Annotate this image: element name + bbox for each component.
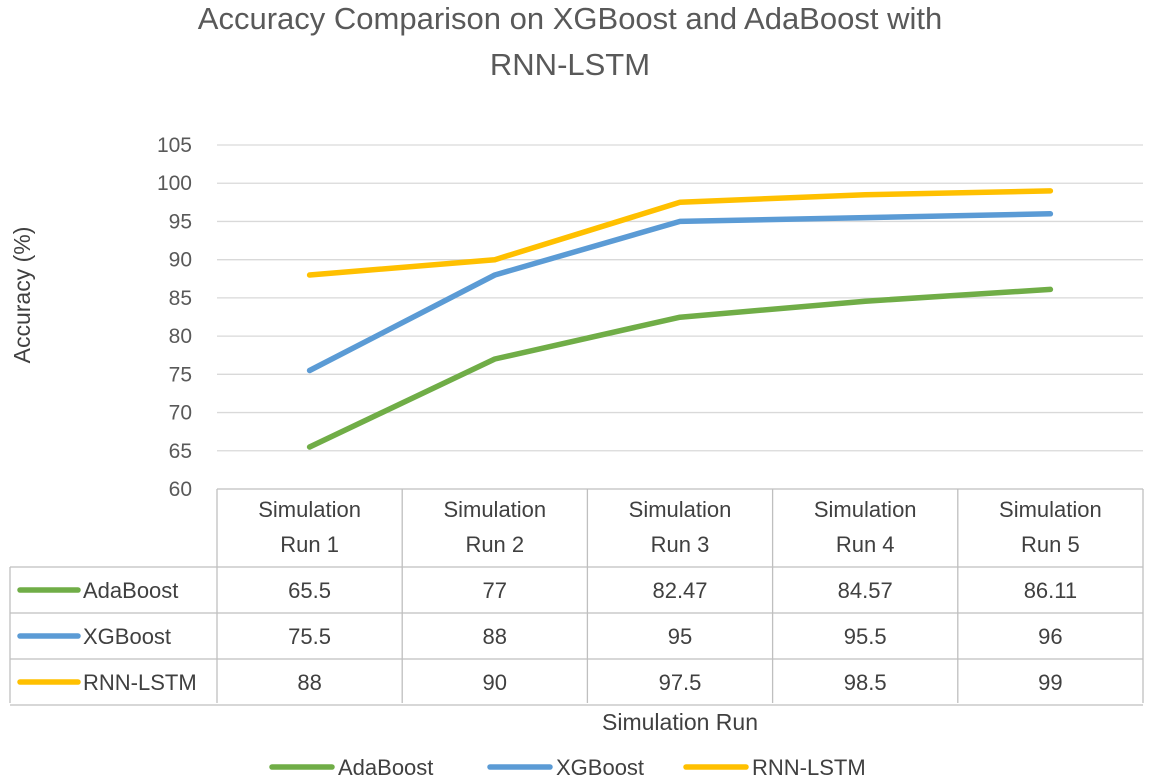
table-series-name: XGBoost <box>83 624 171 649</box>
table-value: 90 <box>483 670 507 695</box>
x-tick-label: Simulation Run 4 <box>814 497 917 557</box>
y-tick-label: 80 <box>169 325 192 348</box>
table-value: 95 <box>668 624 692 649</box>
chart-title-line-1: Accuracy Comparison on XGBoost and AdaBo… <box>198 1 942 36</box>
table-value: 99 <box>1038 670 1062 695</box>
table-value: 95.5 <box>844 624 887 649</box>
legend-label: XGBoost <box>556 755 644 780</box>
series-line-adaboost <box>306 286 1054 450</box>
table-value: 96 <box>1038 624 1062 649</box>
table-value: 98.5 <box>844 670 887 695</box>
y-tick-label: 70 <box>169 402 192 425</box>
table-value: 84.57 <box>838 578 893 603</box>
y-tick-label: 100 <box>157 172 192 195</box>
x-axis-label: Simulation Run <box>602 709 758 735</box>
x-tick-label: Simulation Run 1 <box>258 497 361 557</box>
y-axis-label: Accuracy (%) <box>9 227 35 364</box>
legend-label: AdaBoost <box>338 755 433 780</box>
y-tick-label: 60 <box>169 478 192 501</box>
y-tick-label: 90 <box>169 249 192 272</box>
series-line-xgboost <box>306 211 1054 374</box>
x-tick-label: Simulation Run 3 <box>629 497 732 557</box>
table-series-name: AdaBoost <box>83 578 178 603</box>
table-value: 75.5 <box>288 624 331 649</box>
table-value: 88 <box>483 624 507 649</box>
table-value: 77 <box>483 578 507 603</box>
y-tick-label: 95 <box>169 210 192 233</box>
y-tick-label: 75 <box>169 363 192 386</box>
table-series-name: RNN-LSTM <box>83 670 197 695</box>
table-value: 97.5 <box>659 670 702 695</box>
table-value: 86.11 <box>1024 578 1077 603</box>
y-tick-label: 85 <box>169 287 192 310</box>
table-value: 88 <box>297 670 321 695</box>
table-value: 82.47 <box>652 578 707 603</box>
x-tick-label: Simulation Run 5 <box>999 497 1102 557</box>
table-value: 65.5 <box>288 578 331 603</box>
chart-title-line-2: RNN-LSTM <box>490 47 650 82</box>
y-tick-label: 105 <box>157 134 192 157</box>
y-tick-label: 65 <box>169 440 192 463</box>
legend-label: RNN-LSTM <box>752 755 866 780</box>
x-tick-label: Simulation Run 2 <box>443 497 546 557</box>
series-line-rnn-lstm <box>306 188 1054 278</box>
